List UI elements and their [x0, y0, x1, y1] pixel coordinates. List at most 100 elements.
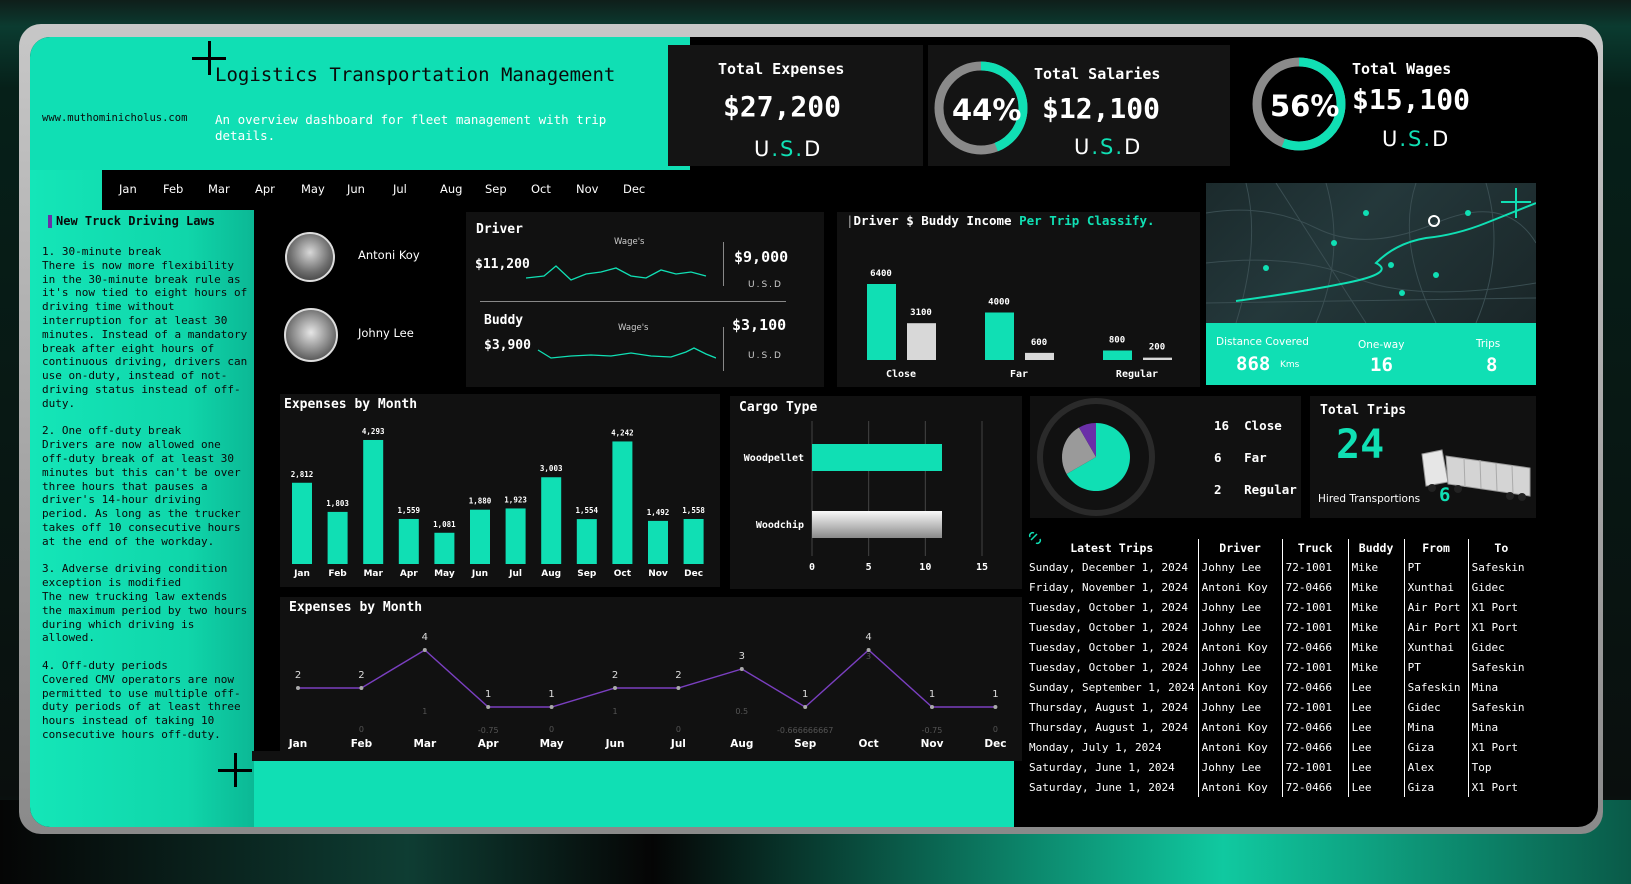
trip-count-regular-value: 2 [1214, 482, 1222, 497]
kpi-salaries-value: $12,100 [1042, 92, 1161, 125]
table-cell: Mike [1348, 577, 1405, 597]
table-row[interactable]: Thursday, August 1, 2024 Antoni Koy 72-046… [1026, 717, 1534, 737]
table-row[interactable]: Tuesday, October 1, 2024 Antoni Koy 72-046… [1026, 637, 1534, 657]
line-secondary-label: 0 [993, 725, 998, 734]
laws-title: New Truck Driving Laws [56, 214, 215, 228]
col-header-truck[interactable]: Truck [1282, 539, 1349, 557]
table-row[interactable]: Saturday, June 1, 2024 Johny Lee 72-1001 Le… [1026, 757, 1534, 777]
latest-trips-panel: Latest Trips Driver Truck Buddy From To … [1026, 531, 1536, 827]
route-map[interactable] [1206, 183, 1536, 323]
website-link[interactable]: www.muthominicholus.com [42, 112, 188, 124]
cargo-tick-label: 15 [976, 562, 988, 573]
expense-bar-value-label: 1,559 [398, 506, 421, 515]
cargo-title: Cargo Type [739, 400, 818, 415]
table-cell: PT [1404, 657, 1469, 677]
table-cell: Safeskin [1404, 677, 1469, 697]
expenses-line-title: Expenses by Month [289, 600, 423, 615]
table-cell: Johny Lee [1198, 697, 1283, 717]
table-cell: Friday, November 1, 2024 [1026, 577, 1199, 597]
table-row[interactable]: Tuesday, October 1, 2024 Johny Lee 72-1001… [1026, 617, 1534, 637]
expense-bar-month-label: Jul [508, 569, 522, 579]
col-header-from[interactable]: From [1404, 539, 1469, 557]
line-point-label: 1 [992, 689, 998, 700]
line-point [296, 686, 300, 690]
month-slicer-dec[interactable]: Dec [623, 182, 646, 196]
expense-bar-month-label: May [434, 569, 455, 579]
line-secondary-label: 3 [866, 652, 871, 661]
map-stats-bar: Distance Covered 868 Kms One-way 16 Trip… [1206, 323, 1536, 385]
dashboard-screen: Logistics Transportation Management www.… [30, 37, 1598, 827]
month-slicer-may[interactable]: May [301, 182, 325, 196]
month-slicer-aug[interactable]: Aug [440, 182, 463, 196]
line-point [676, 686, 681, 690]
table-cell: Saturday, June 1, 2024 [1026, 757, 1199, 777]
table-row[interactable]: Monday, July 1, 2024 Antoni Koy 72-0466 Lee… [1026, 737, 1534, 757]
trip-count-far-value: 6 [1214, 450, 1222, 465]
table-row[interactable]: Sunday, September 1, 2024 Antoni Koy 72-04… [1026, 677, 1534, 697]
table-cell: Johny Lee [1198, 657, 1283, 677]
col-header-buddy[interactable]: Buddy [1348, 539, 1405, 557]
table-row[interactable]: Saturday, June 1, 2024 Antoni Koy 72-0466 L… [1026, 777, 1534, 797]
line-point [486, 705, 491, 709]
line-month-label: Dec [984, 738, 1006, 750]
kpi-wages-unit: U.S.D [1382, 127, 1451, 151]
month-slicer-jan[interactable]: Jan [119, 182, 137, 196]
table-row[interactable]: Friday, November 1, 2024 Antoni Koy 72-046… [1026, 577, 1534, 597]
income-driver-bar [1103, 350, 1132, 360]
total-trips-value: 24 [1336, 422, 1385, 468]
line-secondary-label: 1 [422, 707, 427, 716]
cargo-bar [812, 511, 942, 538]
trip-count-regular-label: Regular [1244, 482, 1297, 497]
table-cell: 72-1001 [1282, 597, 1349, 617]
month-slicer-nov[interactable]: Nov [576, 182, 599, 196]
table-cell: PT [1404, 557, 1469, 577]
kpi-expenses-label: Total Expenses [718, 60, 845, 78]
col-header-driver[interactable]: Driver [1198, 539, 1283, 557]
trip-type-pie-chart [1037, 398, 1155, 516]
latest-trips-body: Sunday, December 1, 2024 Johny Lee 72-1001… [1026, 557, 1534, 797]
table-row[interactable]: Tuesday, October 1, 2024 Johny Lee 72-1001… [1026, 657, 1534, 677]
driver-label: Driver [476, 222, 523, 237]
table-row[interactable]: Thursday, August 1, 2024 Johny Lee 72-1001… [1026, 697, 1534, 717]
line-secondary-label: 0 [549, 725, 554, 734]
line-point [422, 648, 427, 652]
month-slicer-mar[interactable]: Mar [208, 182, 230, 196]
line-point-label: 1 [929, 689, 935, 700]
expense-bar-value-label: 1,554 [576, 506, 599, 515]
line-month-label: Jan [288, 738, 307, 750]
table-cell: Lee [1348, 777, 1405, 797]
expenses-line-panel: Expenses by Month 2 Jan 2 0 Feb 4 1 Mar 1 -0.75 Ap… [280, 597, 1022, 751]
cargo-tick-label: 0 [809, 562, 815, 573]
table-cell: Mina [1404, 717, 1469, 737]
line-month-label: Nov [921, 738, 944, 750]
month-slicer-oct[interactable]: Oct [531, 182, 551, 196]
truck-icon [1421, 449, 1531, 501]
table-cell: Giza [1404, 777, 1469, 797]
page-subtitle: An overview dashboard for fleet manageme… [215, 112, 607, 143]
expenses-bar-title: Expenses by Month [284, 397, 418, 412]
crosshair-icon [192, 41, 226, 75]
month-slicer-apr[interactable]: Apr [255, 182, 275, 196]
month-slicer-jul[interactable]: Jul [393, 182, 407, 196]
table-cell: Safeskin [1471, 700, 1525, 714]
table-row[interactable]: Sunday, December 1, 2024 Johny Lee 72-1001… [1026, 557, 1534, 577]
table-cell: X1 Port [1471, 780, 1518, 794]
trip-count-close-label: Close [1244, 418, 1282, 433]
month-slicer-jun[interactable]: Jun [347, 182, 365, 196]
table-cell: X1 Port [1471, 600, 1518, 614]
month-slicer-feb[interactable]: Feb [163, 182, 184, 196]
month-slicer-sep[interactable]: Sep [485, 182, 507, 196]
cargo-category-label: Woodpellet [744, 453, 804, 464]
col-header-to[interactable]: To [1494, 541, 1509, 555]
expense-bar-month-label: Oct [614, 569, 632, 579]
expense-bar [505, 508, 526, 564]
expenses-bar-chart: 2,812 Jan 1,803 Feb 4,293 Mar 1,559 Apr 1,081 May… [291, 427, 706, 579]
wages-percent: 56% [1270, 89, 1340, 123]
income-title-main: Driver $ Buddy Income [853, 213, 1012, 228]
driver-wage: $9,000 [734, 248, 789, 266]
table-row[interactable]: Tuesday, October 1, 2024 Johny Lee 72-1001… [1026, 597, 1534, 617]
col-header-date[interactable]: Latest Trips [1026, 539, 1199, 557]
table-cell: 72-0466 [1282, 577, 1349, 597]
table-cell: Johny Lee [1198, 617, 1283, 637]
line-secondary-label: -0.666666667 [777, 726, 833, 735]
